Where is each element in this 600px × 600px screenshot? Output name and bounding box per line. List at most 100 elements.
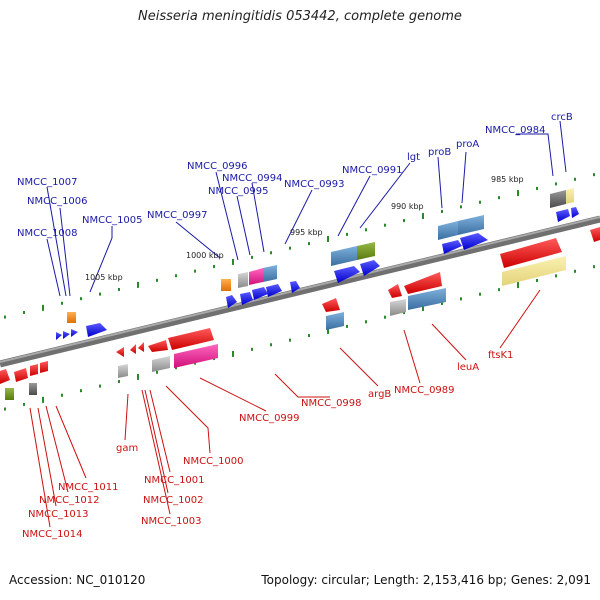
leader-nmcc-1013 <box>37 407 57 507</box>
gene-arrow-blue <box>56 332 62 340</box>
upper-scale-tick <box>327 235 329 242</box>
leader-nmcc-0998 <box>274 373 330 398</box>
lower-scale-tick <box>498 288 500 292</box>
gene-arrow-red <box>148 340 168 352</box>
gene-label-nmcc-1013[interactable]: NMCC_1013 <box>28 509 89 520</box>
gene-label-nmcc-0991[interactable]: NMCC_0991 <box>342 165 403 176</box>
gene-arrow-blue <box>290 281 300 293</box>
gene-arrow-red <box>0 369 10 384</box>
gene-label-nmcc-0997[interactable]: NMCC_0997 <box>147 210 208 221</box>
upper-scale-tick <box>403 219 405 223</box>
gene-label-prob[interactable]: proB <box>428 147 451 158</box>
gene-label-nmcc-0995[interactable]: NMCC_0995 <box>208 186 269 197</box>
gene-label-argb[interactable]: argB <box>368 389 391 400</box>
upper-scale-tick <box>137 281 139 288</box>
gene-label-nmcc-1005[interactable]: NMCC_1005 <box>82 215 143 226</box>
gene-label-nmcc-0999[interactable]: NMCC_0999 <box>239 413 300 424</box>
gene-label-ftsk1[interactable]: ftsK1 <box>488 350 513 361</box>
gene-label-nmcc-1000[interactable]: NMCC_1000 <box>183 456 244 467</box>
gene-block-steel <box>408 288 446 310</box>
gene-label-proa[interactable]: proA <box>456 139 479 150</box>
upper-scale-tick <box>213 265 215 269</box>
leader-gam <box>124 393 129 441</box>
gene-label-nmcc-0993[interactable]: NMCC_0993 <box>284 179 345 190</box>
gene-label-nmcc-1007[interactable]: NMCC_1007 <box>17 177 78 188</box>
upper-scale-tick <box>4 315 6 319</box>
gene-arrow-blue <box>71 329 78 337</box>
leader-nmcc-1008 <box>46 238 61 297</box>
gene-label-gam[interactable]: gam <box>116 443 138 454</box>
upper-scale-tick <box>441 209 443 213</box>
upper-scale-tick <box>555 182 557 186</box>
gene-label-nmcc-1014[interactable]: NMCC_1014 <box>22 529 83 540</box>
gene-block-dark <box>29 383 37 395</box>
gene-label-nmcc-1001[interactable]: NMCC_1001 <box>144 475 205 486</box>
lower-scale-tick <box>42 396 44 403</box>
gene-arrow-red <box>30 364 38 376</box>
leader-nmcc-0993 <box>284 189 313 245</box>
lower-scale-tick <box>137 373 139 380</box>
leader-nmcc-0989 <box>403 329 421 384</box>
upper-scale-tick <box>384 223 386 227</box>
gene-block-magenta <box>249 268 263 285</box>
gene-label-nmcc-1008[interactable]: NMCC_1008 <box>17 228 78 239</box>
gene-block-gray <box>118 364 128 378</box>
upper-scale-tick <box>289 246 291 250</box>
gene-label-leua[interactable]: leuA <box>457 362 479 373</box>
scale-label-1000: 1000 kbp <box>186 251 224 260</box>
gene-arrow-blue <box>226 295 237 308</box>
gene-arrow-red <box>590 227 600 242</box>
leader-nmcc-0984 <box>516 133 554 177</box>
lower-scale-tick <box>270 343 272 347</box>
lower-scale-tick <box>289 338 291 342</box>
leader-ftsk1 <box>499 289 541 349</box>
upper-scale-tick <box>498 196 500 200</box>
gene-arrow-red <box>130 344 136 354</box>
gene-label-nmcc-0996[interactable]: NMCC_0996 <box>187 161 248 172</box>
gene-label-nmcc-0994[interactable]: NMCC_0994 <box>222 173 283 184</box>
leader-leua <box>431 323 467 361</box>
upper-scale-tick <box>460 205 462 209</box>
leader-nmcc-1003 <box>141 389 171 515</box>
upper-scale-tick <box>479 200 481 204</box>
leader-nmcc-0996 <box>215 171 239 261</box>
lower-scale-tick <box>118 379 120 383</box>
lower-scale-tick <box>403 311 405 315</box>
label-leaders <box>29 120 567 528</box>
gene-block-gray <box>390 299 406 316</box>
gene-arrow-blue <box>460 233 488 250</box>
lower-scale-tick <box>384 315 386 319</box>
gene-arrow-red <box>388 284 402 298</box>
scale-label-1005: 1005 kbp <box>85 273 123 282</box>
gene-arrow-blue <box>442 240 462 254</box>
lower-scale-tick <box>99 384 101 388</box>
gene-block-steel <box>438 221 458 240</box>
gene-label-nmcc-0984[interactable]: NMCC_0984 <box>485 125 546 136</box>
gene-block-steel <box>326 312 344 330</box>
leader-nmcc-1006 <box>59 207 71 297</box>
gene-arrow-blue <box>86 323 107 337</box>
gene-arrow-blue <box>571 207 579 218</box>
gene-arrow-red <box>322 298 340 312</box>
lower-scale-tick <box>555 274 557 278</box>
upper-scale-tick <box>80 297 82 301</box>
gene-label-nmcc-0989[interactable]: NMCC_0989 <box>394 385 455 396</box>
upper-scale-tick <box>118 287 120 291</box>
lower-scale-tick <box>346 324 348 328</box>
gene-block-orange <box>221 279 231 291</box>
upper-scale-tick <box>251 255 253 259</box>
gene-label-crcb[interactable]: crcB <box>551 112 573 123</box>
gene-label-nmcc-1002[interactable]: NMCC_1002 <box>143 495 204 506</box>
gene-label-nmcc-1006[interactable]: NMCC_1006 <box>27 196 88 207</box>
scale-label-995: 995 kbp <box>290 228 323 237</box>
lower-scale-tick <box>460 297 462 301</box>
gene-label-nmcc-1012[interactable]: NMCC_1012 <box>39 495 100 506</box>
leader-nmcc-1014 <box>29 407 51 528</box>
gene-label-lgt[interactable]: lgt <box>407 152 420 163</box>
gene-label-nmcc-1003[interactable]: NMCC_1003 <box>141 516 202 527</box>
gene-label-nmcc-1011[interactable]: NMCC_1011 <box>58 482 119 493</box>
upper-scale-tick <box>194 269 196 273</box>
genome-backbone <box>0 215 600 368</box>
gene-label-nmcc-0998[interactable]: NMCC_0998 <box>301 398 362 409</box>
